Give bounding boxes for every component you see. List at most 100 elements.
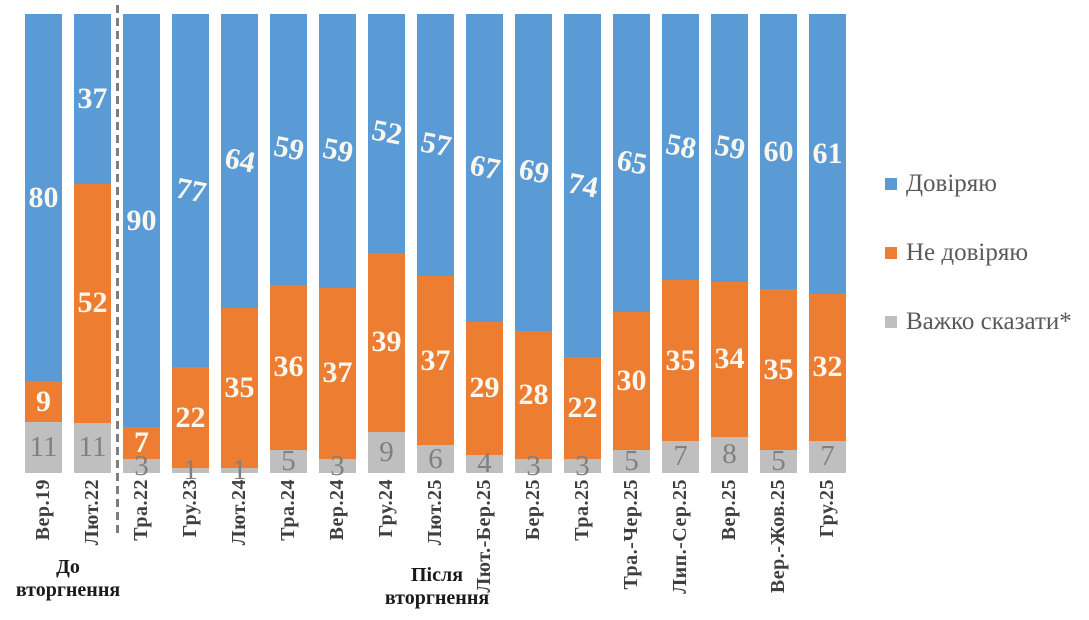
bar-trust-8: 57 37 6 <box>417 14 454 473</box>
bar-trust-12: 65 30 5 <box>613 14 650 477</box>
bar-value-label-distrust: 22 <box>175 400 206 434</box>
bar-segment-trust: 80 <box>25 14 62 382</box>
bar-segment-hard-to-say: 1 <box>172 456 209 485</box>
bar-segment-trust: 59 <box>270 14 307 285</box>
bar-value-label-trust: 64 <box>221 141 258 180</box>
bar-segment-distrust: 34 <box>711 282 748 437</box>
bar-segment-trust: 57 <box>417 14 454 276</box>
x-axis-label: Лют.24 <box>227 479 250 546</box>
bar-value-label-trust: 52 <box>368 113 405 152</box>
annotation-line: вторгнення <box>15 579 121 601</box>
legend-item-distrust: Не довіряю <box>885 239 1072 267</box>
bar-segment-distrust: 22 <box>564 357 601 460</box>
bar-value-label-hard-to-say: 3 <box>134 449 149 482</box>
x-axis-label: Тра.24 <box>276 479 299 541</box>
bar-segment-distrust: 7 <box>123 426 160 460</box>
bar-segment-hard-to-say: 11 <box>25 422 62 473</box>
bar-segment-trust: 64 <box>221 14 258 308</box>
bar-value-label-distrust: 22 <box>567 391 598 425</box>
bar-segment-hard-to-say: 5 <box>270 445 307 477</box>
x-axis-label: Лют.25 <box>423 479 446 546</box>
x-axis-label: Вер.25 <box>717 479 740 541</box>
bar-value-label-hard-to-say: 6 <box>428 442 443 475</box>
legend-swatch-icon <box>885 316 897 328</box>
x-axis-label: Лип.-Сер.25 <box>668 479 691 594</box>
bar-value-label-hard-to-say: 9 <box>379 435 394 468</box>
bar-segment-hard-to-say: 7 <box>809 440 846 473</box>
bar-value-label-distrust: 36 <box>273 350 304 384</box>
bar-segment-trust: 52 <box>368 14 405 253</box>
bar-value-label-hard-to-say: 3 <box>526 449 541 482</box>
bar-value-label-hard-to-say: 3 <box>575 449 590 482</box>
bar-trust-6: 59 37 3 <box>319 14 356 480</box>
bar-segment-hard-to-say: 7 <box>662 440 699 473</box>
bar-value-label-trust: 57 <box>417 125 454 164</box>
bar-value-label-distrust: 29 <box>469 371 500 405</box>
bar-segment-trust: 74 <box>564 14 601 358</box>
bar-value-label-distrust: 34 <box>714 342 745 376</box>
bar-value-label-trust: 90 <box>126 203 157 237</box>
bar-segment-distrust: 37 <box>319 287 356 460</box>
bar-value-label-trust: 77 <box>172 171 209 210</box>
bar-segment-distrust: 9 <box>25 381 62 423</box>
bar-segment-hard-to-say: 8 <box>711 436 748 473</box>
bar-segment-trust: 59 <box>711 14 748 283</box>
bar-value-label-trust: 69 <box>515 152 552 191</box>
bar-segment-trust: 69 <box>515 14 552 331</box>
x-axis-label: Вер.-Жов.25 <box>766 479 789 594</box>
bar-value-label-distrust: 37 <box>322 356 353 390</box>
bar-trust-7: 52 39 9 <box>368 14 405 473</box>
annotation-after-invasion: Після вторгнення <box>371 564 503 610</box>
x-axis-label: Тра.25 <box>570 479 593 541</box>
bar-segment-trust: 61 <box>809 14 846 294</box>
bar-value-label-distrust: 37 <box>420 343 451 377</box>
bar-segment-distrust: 29 <box>466 321 503 455</box>
bar-value-label-distrust: 39 <box>371 325 402 359</box>
bar-value-label-hard-to-say: 5 <box>771 445 786 477</box>
bar-segment-trust: 58 <box>662 14 699 281</box>
bar-value-label-trust: 59 <box>270 129 307 168</box>
x-axis-label: Лют.22 <box>80 479 103 546</box>
bar-value-label-distrust: 28 <box>518 377 549 411</box>
legend-item-hard-to-say: Важко сказати* <box>885 308 1072 336</box>
bar-segment-hard-to-say: 5 <box>613 445 650 477</box>
bar-value-label-hard-to-say: 5 <box>624 445 639 477</box>
bar-segment-hard-to-say: 4 <box>466 449 503 478</box>
bar-value-label-hard-to-say: 1 <box>183 454 198 487</box>
bar-segment-hard-to-say: 3 <box>515 451 552 480</box>
bar-segment-hard-to-say: 3 <box>319 451 356 480</box>
x-axis-label: Бер.25 <box>521 479 544 541</box>
bar-value-label-trust: 67 <box>466 148 503 187</box>
bar-trust-16: 61 32 7 <box>809 14 846 473</box>
bar-value-label-hard-to-say: 11 <box>29 431 58 464</box>
bar-value-label-distrust: 7 <box>134 426 149 460</box>
bar-trust-3: 77 22 1 <box>172 14 209 485</box>
bar-trust-9: 67 29 4 <box>466 14 503 478</box>
legend-label: Важко сказати* <box>906 308 1072 335</box>
bar-segment-distrust: 36 <box>270 284 307 451</box>
bar-segment-distrust: 35 <box>760 289 797 451</box>
bar-segment-hard-to-say: 1 <box>221 456 258 485</box>
bar-segment-distrust: 35 <box>221 307 258 469</box>
legend-swatch-icon <box>885 178 897 190</box>
annotation-line: вторгнення <box>384 587 490 609</box>
bar-value-label-trust: 60 <box>763 134 794 168</box>
bar-trust-14: 59 34 8 <box>711 14 748 473</box>
bar-segment-distrust: 28 <box>515 330 552 460</box>
bar-segment-distrust: 52 <box>74 183 111 423</box>
bar-value-label-trust: 80 <box>28 180 59 214</box>
bar-value-label-trust: 65 <box>613 143 650 182</box>
bar-segment-hard-to-say: 9 <box>368 431 405 473</box>
legend-label: Не довіряю <box>906 239 1029 266</box>
bar-trust-4: 64 35 1 <box>221 14 258 485</box>
bar-segment-hard-to-say: 6 <box>417 442 454 475</box>
bar-value-label-distrust: 35 <box>665 343 696 377</box>
bar-trust-5: 59 36 5 <box>270 14 307 477</box>
bar-trust-2: 90 7 3 <box>123 14 160 480</box>
legend: Довіряю Не довіряю Важко сказати* <box>885 170 1072 377</box>
bar-value-label-hard-to-say: 7 <box>673 440 688 473</box>
bar-value-label-hard-to-say: 5 <box>281 445 296 477</box>
bar-segment-trust: 90 <box>123 14 160 428</box>
bar-segment-hard-to-say: 3 <box>123 451 160 480</box>
